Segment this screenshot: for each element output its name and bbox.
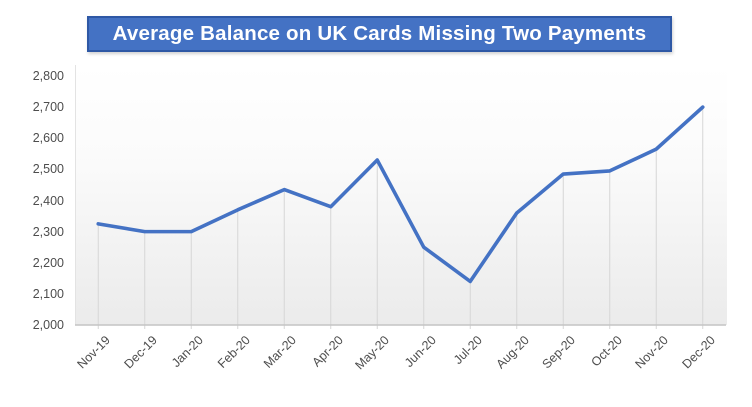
- chart-title: Average Balance on UK Cards Missing Two …: [112, 22, 647, 45]
- chart-title-banner: Average Balance on UK Cards Missing Two …: [87, 16, 672, 52]
- y-axis-label: 2,400: [32, 193, 64, 208]
- y-axis-label: 2,700: [32, 100, 64, 115]
- y-axis-label: 2,800: [32, 69, 64, 83]
- y-axis-label: 2,500: [32, 162, 64, 177]
- y-axis-label: 2,000: [32, 318, 64, 332]
- plot-area: [75, 65, 727, 325]
- y-axis-label: 2,200: [32, 255, 64, 270]
- y-axis-label: 2,100: [32, 286, 64, 301]
- y-axis-label: 2,600: [32, 131, 64, 146]
- y-axis-label: 2,300: [32, 224, 64, 239]
